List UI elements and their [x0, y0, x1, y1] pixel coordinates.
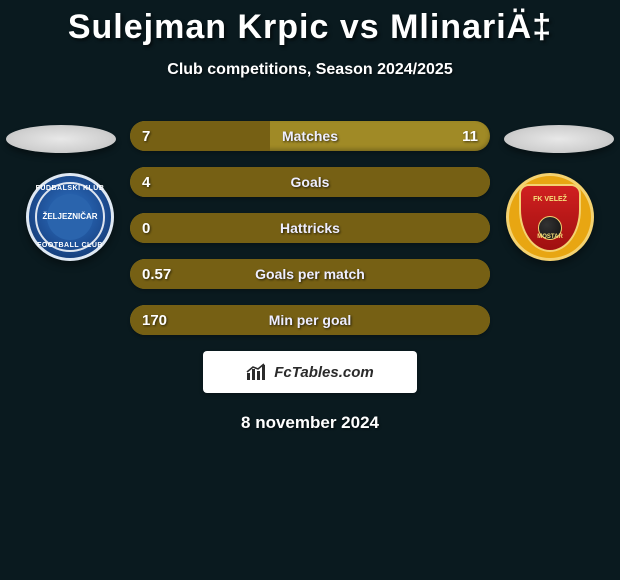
stat-bar: 0Hattricks [130, 213, 490, 243]
chart-icon [246, 363, 268, 381]
stat-bar-fill [130, 167, 490, 197]
club-badge-right: FK VELEŽ MOSTAR [506, 173, 594, 261]
stat-value-left: 0 [130, 213, 162, 243]
subtitle: Club competitions, Season 2024/2025 [0, 61, 620, 79]
stat-bar: 0.57Goals per match [130, 259, 490, 289]
stat-bar: 170Min per goal [130, 305, 490, 335]
stat-bar-fill [130, 305, 490, 335]
date-text: 8 november 2024 [0, 413, 620, 433]
badge-left-top-text: FUDBALSKI KLUB [29, 185, 111, 192]
stat-value-left: 4 [130, 167, 162, 197]
badge-left-bottom-text: FOOTBALL CLUB [29, 242, 111, 249]
brand-box[interactable]: FcTables.com [203, 351, 417, 393]
club-badge-left: FUDBALSKI KLUB ŽELJEZNIČAR FOOTBALL CLUB [26, 173, 114, 261]
page-title: Sulejman Krpic vs MlinariÄ‡ [0, 0, 620, 47]
comparison-stage: FUDBALSKI KLUB ŽELJEZNIČAR FOOTBALL CLUB… [0, 97, 620, 433]
stat-value-left: 170 [130, 305, 179, 335]
badge-right-base-text: MOSTAR [521, 234, 579, 240]
stat-bar: 711Matches [130, 121, 490, 151]
stat-value-left: 7 [130, 121, 162, 151]
stat-bar: 4Goals [130, 167, 490, 197]
badge-right-arc-text: FK VELEŽ [521, 196, 579, 203]
stat-bars-container: 711Matches4Goals0Hattricks0.57Goals per … [130, 97, 490, 335]
stat-value-right: 11 [450, 121, 490, 151]
brand-text: FcTables.com [274, 364, 373, 381]
badge-left-center-text: ŽELJEZNIČAR [29, 212, 111, 221]
platform-left [6, 125, 116, 153]
platform-right [504, 125, 614, 153]
stat-value-left: 0.57 [130, 259, 183, 289]
stat-bar-fill [130, 213, 490, 243]
stat-bar-fill [130, 259, 490, 289]
